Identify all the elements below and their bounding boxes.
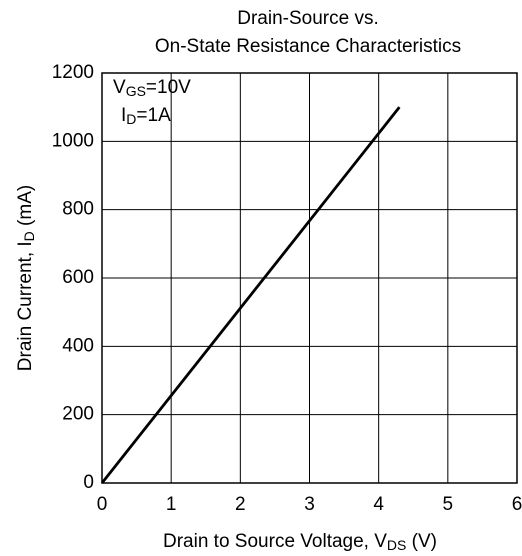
annotation-part: V [113,77,126,98]
y-tick-label: 600 [62,267,94,288]
x-tick-label: 0 [97,494,108,515]
annotation-part: D [126,111,136,127]
annotation: ID=1A [121,105,171,127]
y-axis-label-part: (mA) [15,185,36,231]
annotation-part: I [121,105,126,126]
plot-frame [101,72,518,484]
y-tick-label: 0 [83,472,94,493]
x-axis-label-part: (V) [406,531,437,552]
y-axis-label-part: D [21,231,37,241]
annotation-part: =1A [136,105,171,126]
y-tick-label: 1200 [52,62,94,83]
annotation-part: GS [126,83,146,99]
annotation: VGS=10V [113,77,191,99]
y-tick-label: 1000 [52,130,94,151]
y-axis-label-part: Drain Current, I [15,241,36,371]
annotation-part: =10V [146,77,191,98]
x-axis-label: Drain to Source Voltage, VDS (V) [163,531,437,553]
x-tick-label: 3 [304,494,315,515]
chart-title: Drain-Source vs. [237,8,379,29]
y-tick-label: 400 [62,335,94,356]
x-tick-label: 6 [512,494,522,515]
x-axis-label-part: Drain to Source Voltage, V [163,531,387,552]
series-line [100,106,401,484]
x-tick-label: 4 [373,494,384,515]
chart-title: On-State Resistance Characteristics [155,36,461,57]
x-tick-label: 1 [166,494,177,515]
y-tick-label: 200 [62,404,94,425]
y-tick-label: 800 [62,199,94,220]
y-axis-label: Drain Current, ID (mA) [15,185,37,371]
x-axis-label-part: DS [387,537,406,553]
x-tick-label: 5 [443,494,454,515]
x-tick-label: 2 [235,494,246,515]
